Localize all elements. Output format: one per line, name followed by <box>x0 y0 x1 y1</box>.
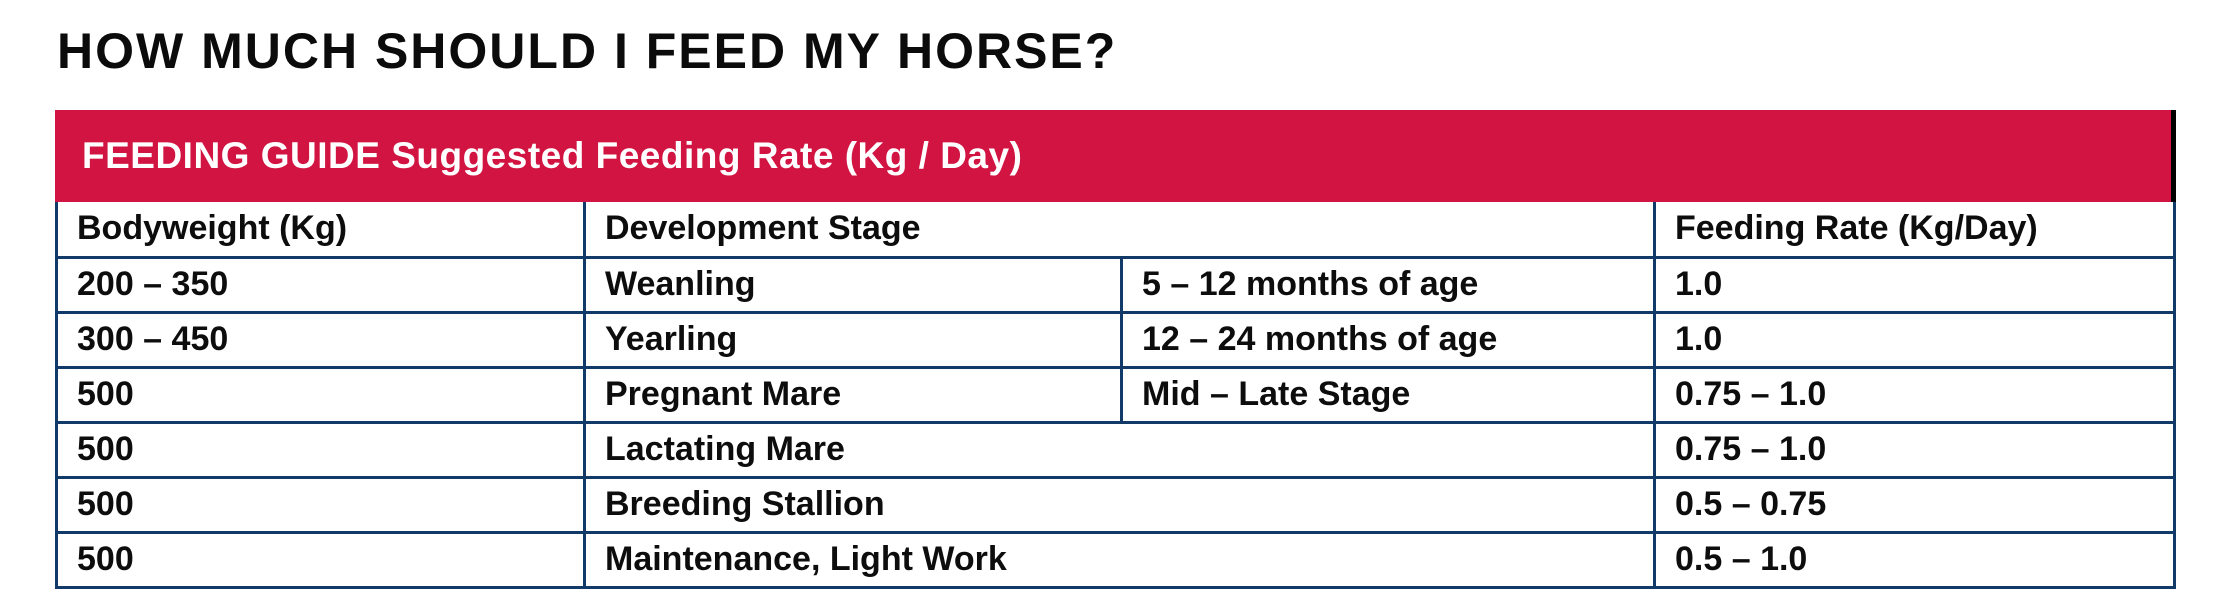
cell-bodyweight: 300 – 450 <box>55 310 586 369</box>
cell-stage: Yearling <box>583 310 1123 369</box>
table-header-row: Bodyweight (Kg) Development Stage Feedin… <box>55 202 2176 259</box>
feeding-rate-table: Bodyweight (Kg) Development Stage Feedin… <box>55 202 2176 589</box>
cell-bodyweight: 200 – 350 <box>55 255 586 314</box>
table-row-lactating-mare: 500 Lactating Mare 0.75 – 1.0 <box>55 420 2176 479</box>
header-development-stage: Development Stage <box>583 202 1656 259</box>
cell-rate: 0.75 – 1.0 <box>1653 365 2176 424</box>
cell-rate: 0.75 – 1.0 <box>1653 420 2176 479</box>
page-title: HOW MUCH SHOULD I FEED MY HORSE? <box>57 23 1118 79</box>
header-feeding-rate: Feeding Rate (Kg/Day) <box>1653 202 2176 259</box>
cell-stage-detail: Mid – Late Stage <box>1120 365 1656 424</box>
cell-rate: 0.5 – 0.75 <box>1653 475 2176 534</box>
cell-stage: Breeding Stallion <box>583 475 1656 534</box>
cell-rate: 0.5 – 1.0 <box>1653 530 2176 589</box>
cell-stage: Pregnant Mare <box>583 365 1123 424</box>
table-row-maintenance-light-work: 500 Maintenance, Light Work 0.5 – 1.0 <box>55 530 2176 589</box>
header-bodyweight: Bodyweight (Kg) <box>55 202 586 259</box>
cell-stage: Weanling <box>583 255 1123 314</box>
table-row-pregnant-mare: 500 Pregnant Mare Mid – Late Stage 0.75 … <box>55 365 2176 424</box>
cell-rate: 1.0 <box>1653 310 2176 369</box>
table-row-yearling: 300 – 450 Yearling 12 – 24 months of age… <box>55 310 2176 369</box>
cell-stage-detail: 12 – 24 months of age <box>1120 310 1656 369</box>
cell-stage-detail: 5 – 12 months of age <box>1120 255 1656 314</box>
feeding-guide-banner: FEEDING GUIDE Suggested Feeding Rate (Kg… <box>55 110 2176 202</box>
cell-bodyweight: 500 <box>55 365 586 424</box>
table-row-weanling: 200 – 350 Weanling 5 – 12 months of age … <box>55 255 2176 314</box>
cell-bodyweight: 500 <box>55 420 586 479</box>
cell-stage: Lactating Mare <box>583 420 1656 479</box>
cell-rate: 1.0 <box>1653 255 2176 314</box>
cell-bodyweight: 500 <box>55 530 586 589</box>
cell-stage: Maintenance, Light Work <box>583 530 1656 589</box>
banner-title: FEEDING GUIDE Suggested Feeding Rate (Kg… <box>82 135 1023 176</box>
cell-bodyweight: 500 <box>55 475 586 534</box>
table-row-breeding-stallion: 500 Breeding Stallion 0.5 – 0.75 <box>55 475 2176 534</box>
